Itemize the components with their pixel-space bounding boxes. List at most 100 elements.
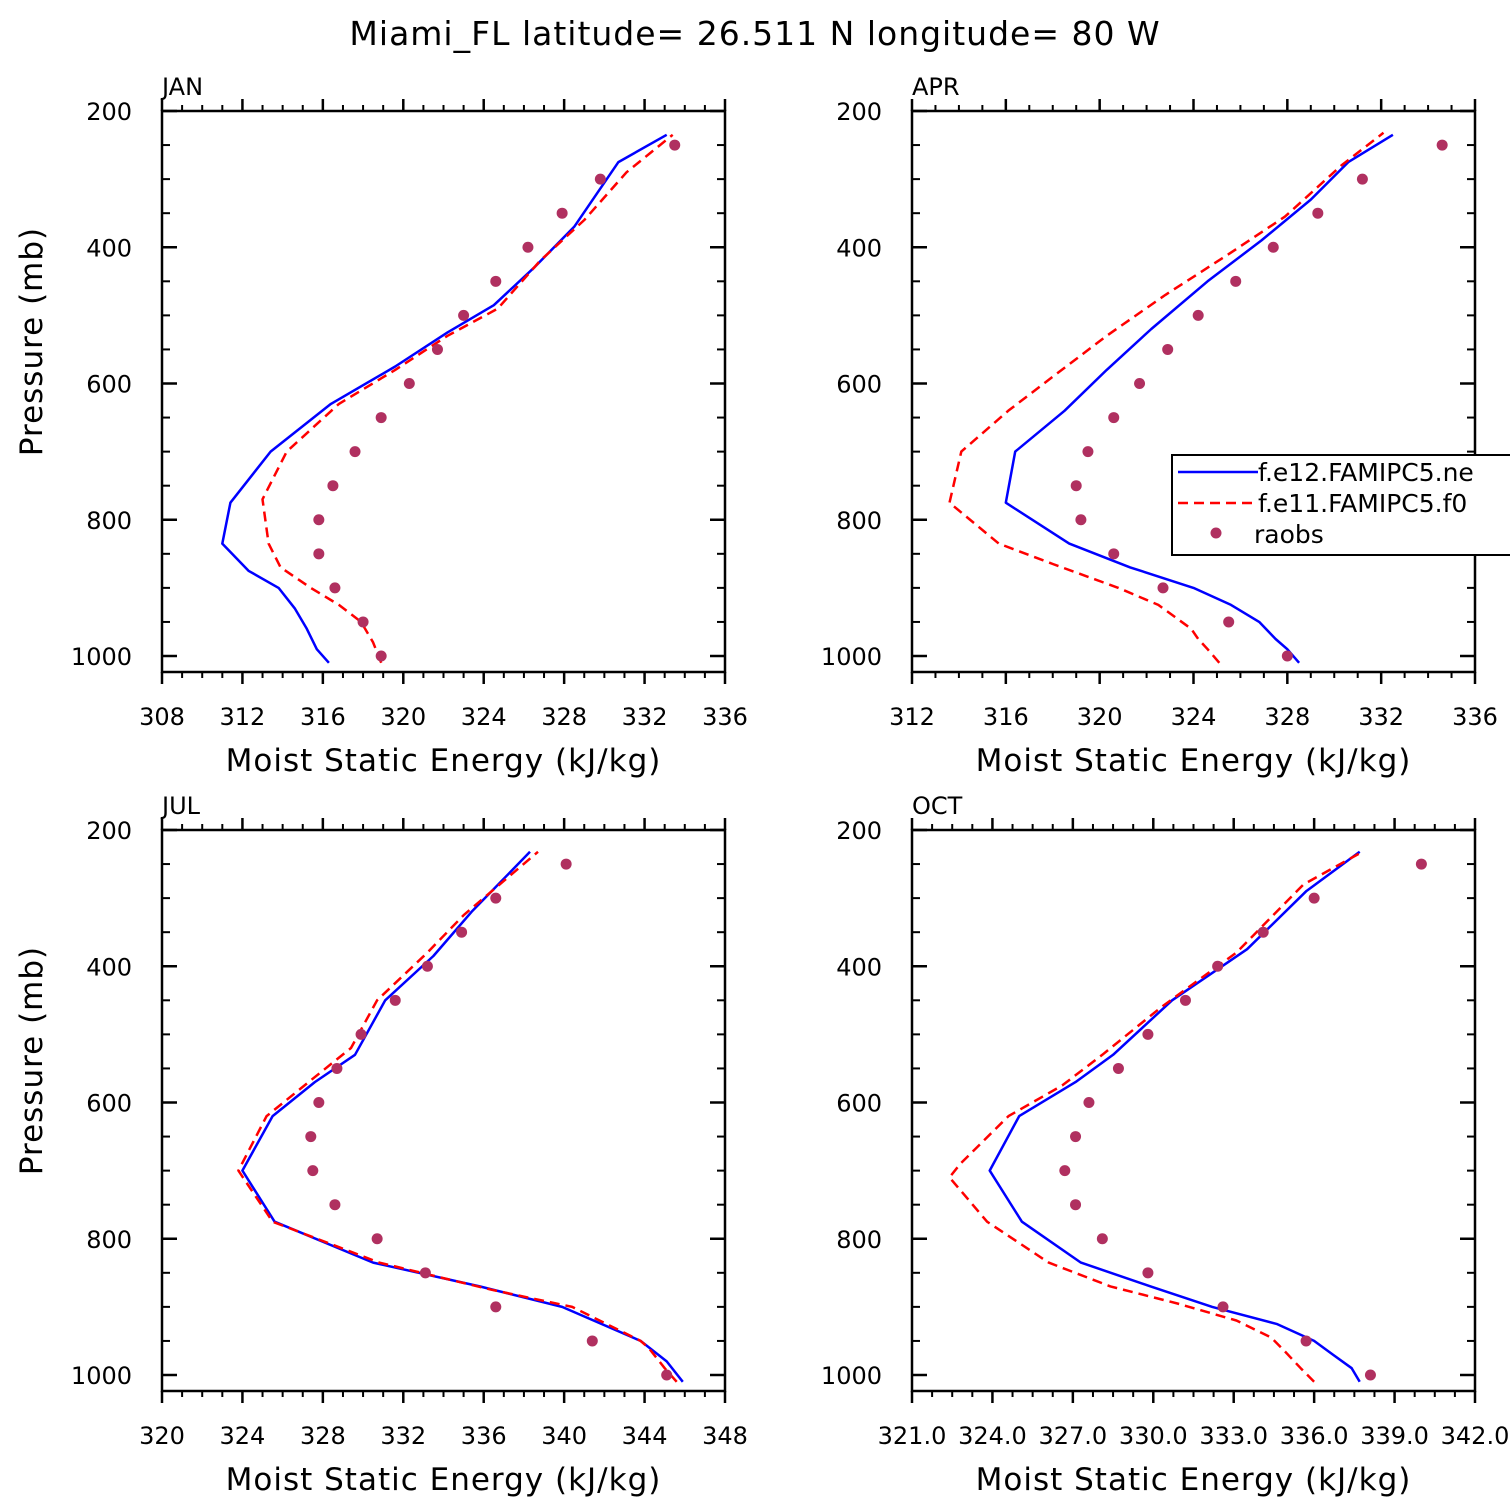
legend-label: f.e11.FAMIPC5.f0	[1258, 489, 1467, 518]
raobs-point	[1070, 1131, 1082, 1143]
plot-area	[237, 850, 684, 1383]
raobs-point	[1059, 1165, 1071, 1177]
x-tick-label: 332	[380, 1422, 426, 1450]
plot-frame	[160, 109, 727, 674]
x-axis-label: Moist Static Energy (kJ/kg)	[976, 1462, 1412, 1498]
x-tick-label: 333.0	[1199, 1422, 1268, 1450]
raobs-point	[1364, 1369, 1376, 1381]
raobs-point	[490, 1301, 502, 1313]
x-tick-label: 348	[702, 1422, 748, 1450]
raobs-point	[419, 1267, 431, 1279]
raobs-point	[522, 241, 534, 253]
x-tick-label: 324	[220, 1422, 266, 1450]
figure-title: Miami_FL latitude= 26.511 N longitude= 8…	[349, 14, 1160, 53]
raobs-point	[421, 960, 433, 972]
y-tick-label: 800	[836, 1226, 882, 1254]
raobs-point	[560, 858, 572, 870]
raobs-point	[331, 1062, 343, 1074]
x-tick-label: 324	[461, 703, 507, 731]
raobs-point	[357, 616, 369, 628]
y-tick-label: 400	[836, 953, 882, 981]
raobs-point	[1070, 480, 1082, 492]
raobs-point	[1082, 446, 1094, 458]
x-tick-label: 336.0	[1280, 1422, 1349, 1450]
x-tick-label: 344	[622, 1422, 668, 1450]
raobs-point	[556, 207, 568, 219]
x-tick-label: 336	[461, 1422, 507, 1450]
raobs-point	[389, 994, 401, 1006]
x-tick-label: 339.0	[1360, 1422, 1429, 1450]
panel-jan: JAN 308 312 316 320 324 328 332 336 200 400 600 800 1…	[14, 73, 748, 779]
y-axis-label: Pressure (mb)	[14, 227, 50, 456]
y-tick-label: 1000	[821, 1362, 882, 1390]
raobs-point	[1217, 1301, 1229, 1313]
y-tick-label: 400	[86, 953, 132, 981]
raobs-point	[1108, 412, 1120, 424]
y-tick-label: 200	[836, 98, 882, 126]
x-tick-label: 324.0	[958, 1422, 1027, 1450]
x-tick-label: 336	[1452, 703, 1498, 731]
raobs-point	[1223, 616, 1235, 628]
raobs-point	[594, 173, 606, 185]
panel-jul: JUL 320 324 328 332 336 340 344 348 200 400 600 800 1…	[14, 792, 748, 1498]
panel-label: APR	[912, 73, 960, 101]
raobs-point	[1308, 892, 1320, 904]
raobs-point	[375, 412, 387, 424]
y-tick-label: 600	[86, 1090, 132, 1118]
raobs-point	[1257, 926, 1269, 938]
raobs-point	[1083, 1097, 1095, 1108]
raobs-point	[1179, 994, 1191, 1006]
x-tick-label: 321.0	[878, 1422, 947, 1450]
panel-apr: APR 312 316 320 324 328 332 336 200 400 600 800 1000…	[821, 73, 1498, 779]
x-tick-label: 312	[220, 703, 266, 731]
series-line-f-e12	[241, 850, 684, 1383]
x-tick-label: 328	[541, 703, 587, 731]
series-line-f-e12	[988, 850, 1361, 1383]
raobs-point	[1162, 343, 1174, 355]
panel-label: JUL	[160, 792, 201, 820]
x-axis-label: Moist Static Energy (kJ/kg)	[226, 743, 662, 779]
raobs-point	[1415, 858, 1427, 870]
raobs-point	[329, 1199, 341, 1211]
raobs-point	[1267, 241, 1279, 253]
raobs-point	[1157, 582, 1169, 594]
plot-frame	[160, 828, 727, 1393]
raobs-point	[1436, 139, 1448, 151]
x-tick-label: 312	[889, 703, 935, 731]
raobs-point	[403, 378, 415, 389]
x-tick-label: 320	[139, 1422, 185, 1450]
raobs-point	[669, 139, 681, 151]
x-tick-label: 316	[983, 703, 1029, 731]
raobs-point	[1212, 960, 1224, 972]
legend-label: f.e12.FAMIPC5.ne	[1258, 458, 1474, 487]
y-tick-label: 400	[86, 234, 132, 262]
raobs-point	[1192, 309, 1204, 321]
raobs-point	[307, 1165, 319, 1177]
x-tick-label: 332	[1358, 703, 1404, 731]
panel-oct: OCT 321.0 324.0 327.0 330.0 333.0 336.0 339.0 34…	[821, 792, 1509, 1498]
x-tick-label: 342.0	[1441, 1422, 1510, 1450]
raobs-point	[355, 1028, 367, 1040]
raobs-point	[327, 480, 339, 492]
raobs-point	[1356, 173, 1368, 185]
x-tick-label: 324	[1171, 703, 1217, 731]
y-tick-label: 200	[86, 817, 132, 845]
y-tick-label: 200	[86, 98, 132, 126]
raobs-point	[1112, 1062, 1124, 1074]
x-tick-label: 336	[702, 703, 748, 731]
x-tick-label: 327.0	[1038, 1422, 1107, 1450]
plot-area	[948, 131, 1448, 664]
raobs-point	[1075, 514, 1087, 526]
legend-marker-dots	[1210, 527, 1222, 539]
series-line-f-e12	[221, 133, 668, 664]
raobs-point	[456, 926, 468, 938]
y-tick-label: 800	[836, 507, 882, 535]
y-tick-label: 1000	[71, 643, 132, 671]
y-tick-label: 1000	[821, 643, 882, 671]
y-tick-label: 400	[836, 234, 882, 262]
y-tick-label: 600	[836, 1090, 882, 1118]
x-tick-label: 316	[300, 703, 346, 731]
y-tick-label: 600	[836, 371, 882, 399]
